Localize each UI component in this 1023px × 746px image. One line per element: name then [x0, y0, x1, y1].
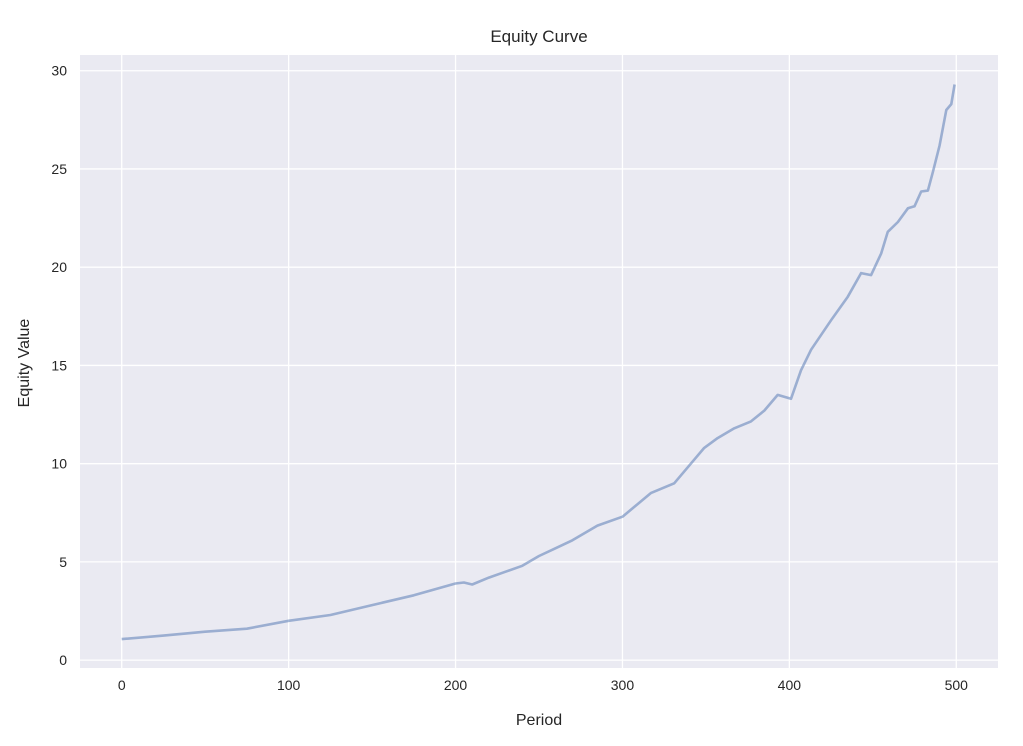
y-tick-label: 15	[51, 357, 67, 373]
y-tick-label: 30	[51, 63, 67, 79]
y-tick-labels: 0 5 10 15 20 25 30	[51, 63, 67, 668]
x-tick-labels: 0 100 200 300 400 500	[118, 677, 968, 693]
y-tick-label: 10	[51, 456, 67, 472]
x-tick-label: 400	[778, 677, 802, 693]
x-tick-label: 200	[444, 677, 468, 693]
plot-area	[80, 55, 998, 668]
y-tick-label: 25	[51, 161, 67, 177]
gridlines	[80, 55, 998, 668]
equity-line	[121, 84, 956, 641]
x-tick-label: 0	[118, 677, 126, 693]
x-axis-label: Period	[516, 712, 562, 729]
x-tick-label: 300	[611, 677, 635, 693]
y-axis-label: Equity Value	[16, 319, 33, 408]
chart-title: Equity Curve	[490, 27, 587, 46]
x-tick-label: 500	[945, 677, 969, 693]
x-tick-label: 100	[277, 677, 301, 693]
y-tick-label: 0	[59, 652, 67, 668]
y-tick-label: 5	[59, 554, 67, 570]
series-group	[121, 84, 956, 641]
y-tick-label: 20	[51, 259, 67, 275]
